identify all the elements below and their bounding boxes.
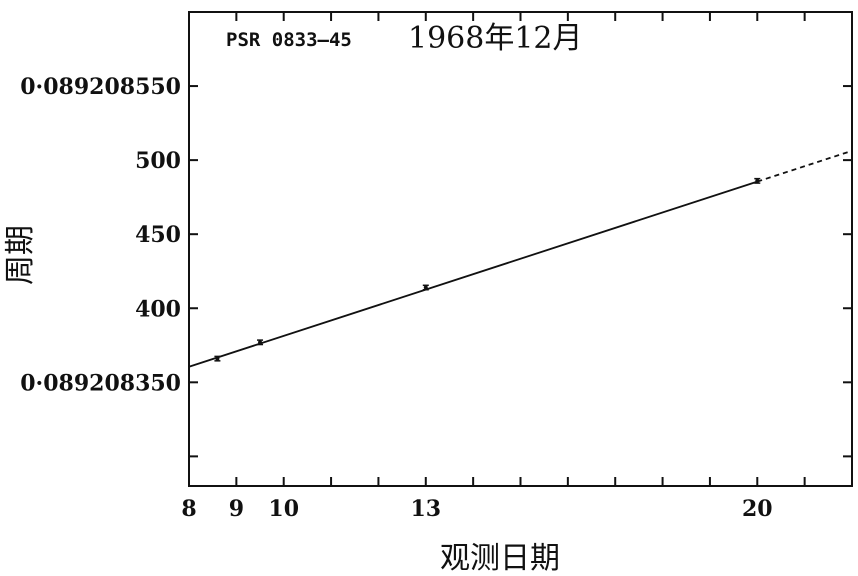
annotation-date: 1968年12月 bbox=[408, 21, 583, 56]
fit-line bbox=[188, 180, 758, 368]
x-tick-label: 20 bbox=[742, 496, 773, 522]
plot-frame bbox=[188, 11, 853, 487]
y-tick-label: 450 bbox=[135, 222, 181, 248]
y-tick-label: 0·089208350 bbox=[20, 370, 181, 396]
y-tick-label: 500 bbox=[135, 148, 181, 174]
x-tick-label: 9 bbox=[229, 496, 244, 522]
y-axis-title: 周期 bbox=[3, 225, 38, 285]
annotation-source: PSR 0833–45 bbox=[226, 29, 352, 51]
x-tick-label: 13 bbox=[410, 496, 441, 522]
x-axis-title: 观测日期 bbox=[440, 541, 560, 576]
y-tick-label: 0·089208550 bbox=[20, 74, 181, 100]
x-tick-label: 8 bbox=[181, 496, 196, 522]
fit-line-extrapolated bbox=[757, 149, 853, 183]
x-tick-label: 10 bbox=[268, 496, 299, 522]
y-tick-label: 400 bbox=[135, 296, 181, 322]
